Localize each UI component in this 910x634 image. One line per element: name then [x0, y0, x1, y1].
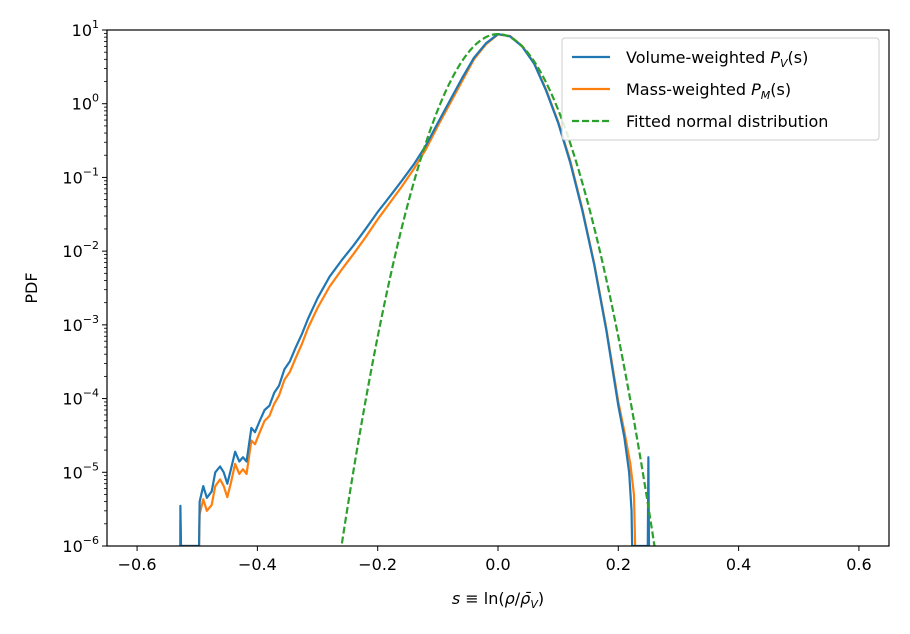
- legend-label-volume: Volume-weighted PV(s): [626, 48, 808, 70]
- y-tick-label: 100: [72, 92, 99, 114]
- series-line-fitted-normal: [340, 33, 656, 546]
- y-axis-label: PDF: [22, 272, 41, 303]
- x-tick-label: −0.4: [238, 555, 277, 574]
- y-tick-label: 10−2: [62, 239, 99, 261]
- series-line-volume-weighted: [179, 32, 651, 546]
- x-tick-label: −0.6: [118, 555, 157, 574]
- y-tick-label: 10−6: [62, 534, 99, 556]
- legend: Volume-weighted PV(s) Mass-weighted PM(s…: [561, 37, 880, 141]
- x-axis-label: s ≡ ln(ρ/ρ̄V): [452, 589, 544, 611]
- legend-label-mass: Mass-weighted PM(s): [626, 80, 791, 102]
- x-tick-label: 0.4: [726, 555, 751, 574]
- ticks-layer: −0.6 −0.4 −0.2 0.0 0.2 0.4 0.6 10−6 10−5 10−4 10−3…: [62, 18, 871, 574]
- y-tick-label: 10−3: [62, 313, 99, 335]
- y-tick-label: 10−5: [62, 460, 99, 482]
- y-tick-label: 101: [72, 18, 99, 40]
- series-layer: [179, 32, 656, 546]
- x-tick-label: 0.2: [606, 555, 631, 574]
- y-tick-label: 10−4: [62, 387, 99, 409]
- y-tick-label: 10−1: [62, 165, 99, 187]
- legend-frame: [561, 37, 880, 141]
- x-tick-label: 0.0: [485, 555, 510, 574]
- x-tick-label: −0.2: [358, 555, 397, 574]
- x-tick-label: 0.6: [846, 555, 871, 574]
- plot-frame: [106, 29, 890, 547]
- legend-label-fit: Fitted normal distribution: [626, 112, 828, 131]
